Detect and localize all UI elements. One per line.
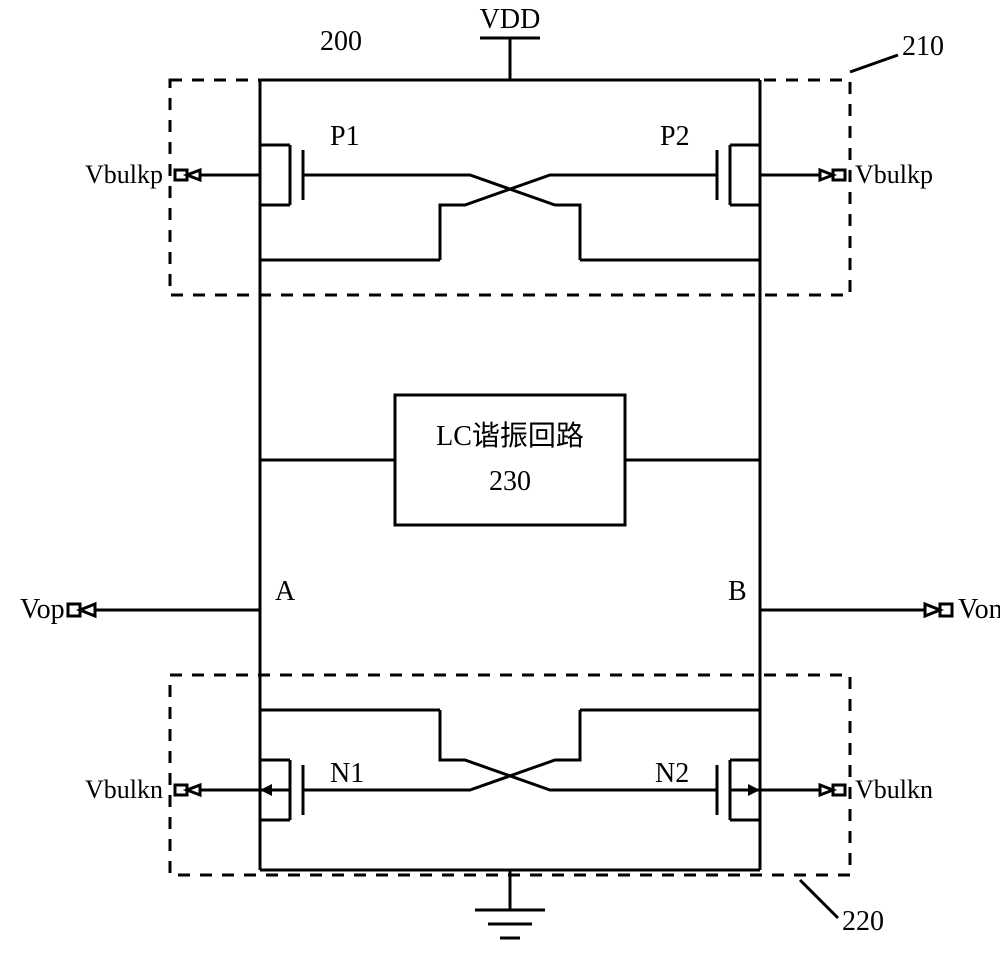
vbulkn-left-label: Vbulkn xyxy=(85,775,163,804)
vbulkp-left-label: Vbulkp xyxy=(85,160,163,189)
vdd-rail: VDD xyxy=(480,4,541,80)
transistor-p1: P1 xyxy=(200,121,370,205)
vop-label: Vop xyxy=(20,594,65,625)
ref-220: 220 xyxy=(842,906,884,937)
vbulkn-right-label: Vbulkn xyxy=(855,775,933,804)
transistor-p2: P2 xyxy=(650,121,820,205)
ref-200: 200 xyxy=(320,26,362,57)
port-vbulkn-right: Vbulkn xyxy=(820,775,933,804)
port-vbulkn-left: Vbulkn xyxy=(85,775,200,804)
lc-ref: 230 xyxy=(489,466,531,497)
vbulkp-right-label: Vbulkp xyxy=(855,160,933,189)
lc-title: LC谐振回路 xyxy=(436,420,584,452)
port-vbulkp-right: Vbulkp xyxy=(820,160,933,189)
p1-label: P1 xyxy=(330,121,360,152)
p2-label: P2 xyxy=(660,121,690,152)
lc-tank: LC谐振回路 230 xyxy=(260,395,760,525)
vdd-label: VDD xyxy=(480,4,541,35)
transistor-n2: N2 xyxy=(650,758,820,820)
node-b: B xyxy=(728,576,747,607)
n2-label: N2 xyxy=(655,758,689,789)
transistor-n1: N1 xyxy=(200,758,370,820)
output-nodes: A B Vop Von xyxy=(20,576,1000,625)
pmos-cross-couple xyxy=(260,175,760,260)
port-vbulkp-left: Vbulkp xyxy=(85,160,200,189)
n1-label: N1 xyxy=(330,758,364,789)
node-a: A xyxy=(275,576,296,607)
von-label: Von xyxy=(958,594,1000,625)
circuit-diagram: VDD 200 210 P1 P2 xyxy=(0,0,1000,971)
ground-symbol xyxy=(475,870,545,938)
ref-210: 210 xyxy=(902,31,944,62)
block-pmos xyxy=(170,80,850,295)
